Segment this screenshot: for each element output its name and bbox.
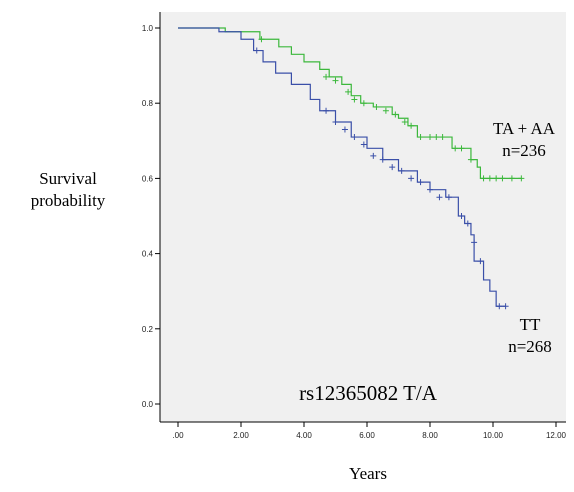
x-tick-label: 2.00 (233, 431, 249, 440)
series-count-ta-aa: n=236 (502, 141, 546, 160)
x-tick-label: 10.00 (483, 431, 504, 440)
censor-mark (471, 239, 478, 246)
x-axis-title: Years (349, 464, 387, 483)
censor-mark (486, 175, 493, 182)
series-layer (178, 27, 525, 310)
censor-mark (480, 175, 487, 182)
censor-mark (341, 126, 348, 133)
x-tick-label: 6.00 (359, 431, 375, 440)
censor-mark (445, 194, 452, 201)
censor-mark (427, 134, 433, 141)
series-label-tt: TT (520, 315, 541, 334)
censor-mark (401, 119, 408, 125)
x-tick-label: 8.00 (422, 431, 438, 440)
censor-mark (477, 258, 484, 265)
censor-mark (360, 141, 367, 148)
censor-mark (373, 103, 380, 110)
snp-annotation: rs12365082 T/A (299, 381, 438, 405)
y-tick-label: 0.0 (142, 400, 154, 409)
x-tick-label: 4.00 (296, 431, 312, 440)
censor-mark (496, 303, 503, 310)
censor-mark (370, 152, 377, 159)
censor-mark (499, 175, 506, 182)
y-tick-label: 0.4 (142, 250, 154, 259)
censor-mark (452, 145, 459, 152)
censor-mark (360, 100, 367, 107)
axes: 0.0 0.2 0.4 0.6 0.8 1.0 .00 2.00 4.00 6.00 8.00 10.… (142, 12, 567, 440)
censor-mark (408, 175, 415, 182)
censor-mark (417, 179, 424, 186)
series-count-tt: n=268 (508, 337, 552, 356)
censor-mark (467, 156, 474, 163)
censor-mark (436, 194, 443, 201)
censor-mark (433, 134, 440, 141)
y-axis-title-line-1: Survival (39, 169, 97, 188)
censor-mark (508, 175, 515, 182)
series-label-ta-aa: TA + AA (493, 119, 556, 138)
censor-mark (493, 175, 500, 182)
censor-mark (351, 134, 358, 141)
censor-mark (345, 88, 352, 95)
censor-mark (518, 175, 525, 182)
censor-mark (458, 213, 465, 219)
censor-mark (392, 111, 399, 118)
plot-background (160, 12, 566, 422)
censor-mark (502, 303, 509, 310)
censor-mark (464, 220, 471, 227)
censor-mark (389, 164, 396, 171)
censor-mark (439, 134, 446, 141)
censor-mark (351, 96, 358, 103)
y-tick-label: 0.6 (142, 174, 154, 183)
censor-mark (258, 36, 265, 43)
censor-mark (382, 107, 389, 114)
censor-mark (427, 186, 433, 193)
censor-mark (458, 145, 465, 152)
x-tick-label: .00 (172, 431, 184, 440)
censor-mark (408, 122, 415, 129)
y-tick-label: 1.0 (142, 24, 154, 33)
censor-mark (332, 119, 339, 125)
censor-mark (323, 73, 330, 80)
censor-mark (323, 107, 330, 114)
y-tick-label: 0.8 (142, 99, 154, 108)
x-tick-label: 12.00 (546, 431, 567, 440)
censor-mark (398, 167, 405, 174)
series-line-tt (178, 27, 506, 307)
y-axis-title-line-2: probability (31, 191, 106, 210)
censor-mark (379, 156, 386, 163)
censor-mark (417, 134, 424, 141)
censor-mark (253, 47, 260, 54)
y-tick-label: 0.2 (142, 325, 154, 334)
censor-mark (332, 77, 339, 84)
